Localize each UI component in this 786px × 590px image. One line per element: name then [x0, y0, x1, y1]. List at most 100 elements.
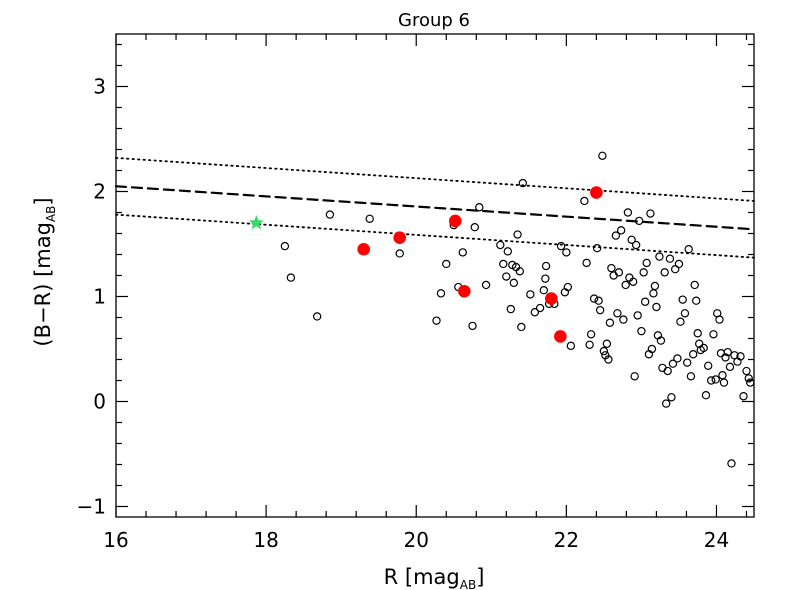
field-galaxy-point [613, 309, 622, 318]
field-galaxy-point [663, 366, 672, 376]
field-galaxy-point [595, 305, 605, 315]
field-galaxy-point [746, 378, 755, 387]
field-galaxy-point [442, 259, 451, 269]
x-tick-labels: 16 18 20 22 24 [103, 528, 729, 552]
field-galaxy-point [562, 248, 571, 257]
member-galaxy-points [357, 186, 603, 343]
field-galaxy-point [325, 210, 335, 219]
field-galaxy-point [678, 295, 687, 304]
x-axis-label: R [magAB] [384, 565, 485, 590]
field-galaxy-point [665, 254, 675, 263]
field-galaxy-point [280, 241, 290, 251]
field-galaxy-point [652, 302, 661, 312]
field-galaxy-point [744, 374, 753, 383]
field-galaxy-point [736, 352, 745, 361]
field-galaxy-point [633, 311, 642, 320]
field-galaxy-point [709, 330, 718, 339]
y-tick-labels: −1 0 1 2 3 [77, 75, 106, 519]
field-galaxy-point [660, 268, 669, 277]
field-galaxy-point [682, 358, 692, 367]
field-galaxy-point [719, 378, 729, 387]
y-axis-label-main: (B−R) [mag [31, 222, 55, 347]
field-galaxy-point [556, 241, 566, 251]
field-galaxy-point [503, 247, 513, 256]
field-galaxy-point [475, 203, 484, 212]
y-axis-label-subscript: AB [44, 206, 58, 222]
member-galaxy-point [393, 231, 407, 244]
field-galaxy-point [623, 208, 633, 217]
field-galaxy-point [727, 459, 736, 468]
field-galaxy-point [506, 304, 516, 314]
member-galaxy-point [554, 330, 567, 343]
field-galaxy-point [693, 329, 702, 338]
member-galaxy-point [457, 284, 471, 298]
field-galaxy-point [513, 230, 522, 239]
field-galaxy-point [470, 222, 479, 232]
red-sequence-fit [114, 185, 756, 231]
field-galaxy-point [499, 259, 508, 269]
field-galaxy-point [646, 209, 655, 218]
field-galaxy-point [515, 267, 525, 276]
x-axis-label-bracket: ] [476, 565, 484, 589]
y-tick-label: −1 [77, 495, 106, 519]
field-galaxy-point [312, 312, 322, 321]
field-galaxy-point [594, 296, 603, 305]
field-galaxy-point [599, 346, 609, 356]
field-galaxy-point [530, 308, 540, 317]
field-galaxy-point [661, 399, 671, 408]
field-galaxy-point [674, 259, 684, 269]
field-galaxy-point [585, 340, 594, 349]
field-galaxy-point [566, 341, 576, 351]
field-galaxy-point [598, 151, 607, 160]
field-galaxy-point [468, 321, 477, 331]
field-galaxy-point [739, 392, 748, 401]
y-axis-label: (B−R) [magAB] [31, 197, 58, 346]
member-galaxy-point [357, 242, 370, 256]
y-tick-label: 3 [93, 75, 106, 99]
field-galaxy-point [526, 290, 535, 299]
field-galaxy-point [656, 336, 666, 345]
field-galaxy-point [655, 252, 664, 261]
field-galaxy-point [711, 375, 720, 384]
field-galaxy-point [586, 330, 596, 339]
field-galaxy-point [642, 258, 651, 268]
field-galaxy-point [432, 316, 441, 325]
field-galaxy-points [280, 151, 755, 468]
brightest-galaxy-marker [248, 215, 264, 230]
field-galaxy-point [541, 261, 551, 271]
field-galaxy-point [535, 303, 545, 313]
field-galaxy-point [582, 258, 591, 268]
member-galaxy-point [545, 292, 558, 305]
plot-frame [115, 33, 755, 518]
chart-title: Group 6 [398, 10, 470, 31]
field-galaxy-point [365, 214, 374, 223]
field-galaxy-point [742, 366, 751, 376]
field-galaxy-point [676, 317, 685, 326]
field-galaxy-point [628, 277, 638, 286]
bcg-star-point [248, 215, 264, 230]
field-galaxy-point [695, 339, 704, 348]
field-galaxy-point [630, 372, 639, 381]
field-galaxy-point [647, 344, 657, 354]
field-galaxy-point [649, 289, 658, 298]
field-galaxy-point [436, 289, 446, 298]
field-galaxy-point [395, 249, 404, 258]
x-tick-label: 24 [704, 528, 729, 552]
field-galaxy-point [611, 231, 621, 240]
field-galaxy-point [634, 216, 644, 226]
field-galaxy-point [286, 273, 296, 282]
field-galaxy-point [589, 294, 599, 303]
field-galaxy-point [616, 226, 626, 235]
field-galaxy-point [723, 347, 732, 357]
upper-bound [115, 156, 755, 202]
field-galaxy-point [607, 263, 616, 273]
field-galaxy-point [684, 245, 693, 254]
field-galaxy-point [704, 361, 713, 370]
field-galaxy-point [605, 318, 615, 327]
field-galaxy-point [627, 235, 636, 244]
y-tick-label: 2 [93, 180, 106, 204]
field-galaxy-point [517, 322, 526, 332]
field-galaxy-point [690, 280, 699, 290]
field-galaxy-point [718, 371, 727, 380]
